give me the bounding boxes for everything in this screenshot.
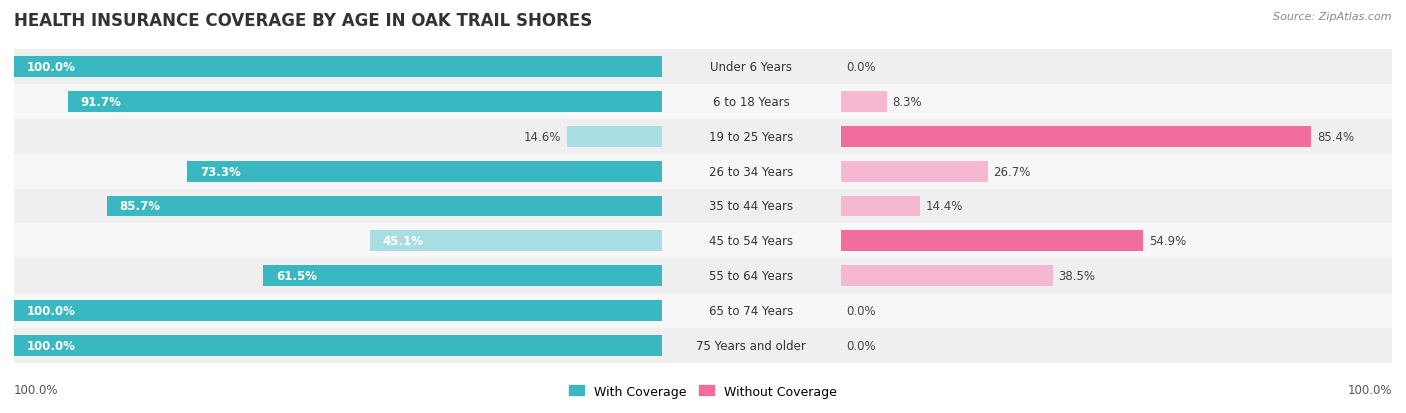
Bar <box>14 119 662 154</box>
Text: 8.3%: 8.3% <box>891 95 922 108</box>
Text: 38.5%: 38.5% <box>1059 270 1095 283</box>
Bar <box>841 189 1392 224</box>
Bar <box>841 231 1143 252</box>
Bar <box>14 50 662 84</box>
Bar <box>841 259 1392 294</box>
Text: HEALTH INSURANCE COVERAGE BY AGE IN OAK TRAIL SHORES: HEALTH INSURANCE COVERAGE BY AGE IN OAK … <box>14 12 592 30</box>
Bar <box>662 84 841 119</box>
Bar <box>662 50 841 84</box>
Text: 35 to 44 Years: 35 to 44 Years <box>709 200 793 213</box>
Text: 91.7%: 91.7% <box>80 95 122 108</box>
Text: 100.0%: 100.0% <box>27 61 76 74</box>
Text: 26 to 34 Years: 26 to 34 Years <box>709 165 793 178</box>
Text: 100.0%: 100.0% <box>1347 384 1392 396</box>
Text: 85.4%: 85.4% <box>1317 130 1354 143</box>
Text: 6 to 18 Years: 6 to 18 Years <box>713 95 790 108</box>
Text: 100.0%: 100.0% <box>27 339 76 352</box>
Text: 26.7%: 26.7% <box>994 165 1031 178</box>
Bar <box>187 161 662 182</box>
Text: 75 Years and older: 75 Years and older <box>696 339 806 352</box>
Bar <box>662 119 841 154</box>
Bar <box>107 196 662 217</box>
Bar <box>662 154 841 189</box>
Bar <box>841 294 1392 329</box>
Bar <box>567 126 662 147</box>
Text: 100.0%: 100.0% <box>14 384 59 396</box>
Text: 61.5%: 61.5% <box>277 270 318 283</box>
Text: 54.9%: 54.9% <box>1149 235 1187 248</box>
Bar <box>67 91 662 112</box>
Bar <box>662 224 841 259</box>
Text: 14.4%: 14.4% <box>925 200 963 213</box>
Text: Source: ZipAtlas.com: Source: ZipAtlas.com <box>1274 12 1392 22</box>
Bar <box>14 301 662 322</box>
Text: 14.6%: 14.6% <box>523 130 561 143</box>
Text: 85.7%: 85.7% <box>120 200 160 213</box>
Bar <box>14 259 662 294</box>
Bar <box>841 161 988 182</box>
Bar <box>662 329 841 363</box>
Text: 19 to 25 Years: 19 to 25 Years <box>709 130 793 143</box>
Legend: With Coverage, Without Coverage: With Coverage, Without Coverage <box>564 380 842 403</box>
Text: 45 to 54 Years: 45 to 54 Years <box>709 235 793 248</box>
Text: 55 to 64 Years: 55 to 64 Years <box>709 270 793 283</box>
Bar <box>14 224 662 259</box>
Bar <box>370 231 662 252</box>
Bar <box>841 329 1392 363</box>
Bar <box>14 329 662 363</box>
Bar <box>14 57 662 78</box>
Bar <box>841 196 920 217</box>
Text: 45.1%: 45.1% <box>382 235 423 248</box>
Bar <box>14 335 662 356</box>
Bar <box>14 294 662 329</box>
Bar <box>14 84 662 119</box>
Text: 65 to 74 Years: 65 to 74 Years <box>709 305 793 318</box>
Text: 0.0%: 0.0% <box>846 61 876 74</box>
Bar <box>841 50 1392 84</box>
Bar <box>14 154 662 189</box>
Bar <box>662 259 841 294</box>
Bar <box>841 126 1312 147</box>
Text: 73.3%: 73.3% <box>200 165 240 178</box>
Text: 0.0%: 0.0% <box>846 305 876 318</box>
Text: 0.0%: 0.0% <box>846 339 876 352</box>
Bar <box>841 84 1392 119</box>
Bar <box>841 266 1053 287</box>
Bar <box>263 266 662 287</box>
Text: Under 6 Years: Under 6 Years <box>710 61 792 74</box>
Bar <box>662 294 841 329</box>
Bar <box>841 119 1392 154</box>
Bar <box>841 224 1392 259</box>
Bar <box>841 154 1392 189</box>
Bar <box>841 91 887 112</box>
Text: 100.0%: 100.0% <box>27 305 76 318</box>
Bar <box>662 189 841 224</box>
Bar <box>14 189 662 224</box>
